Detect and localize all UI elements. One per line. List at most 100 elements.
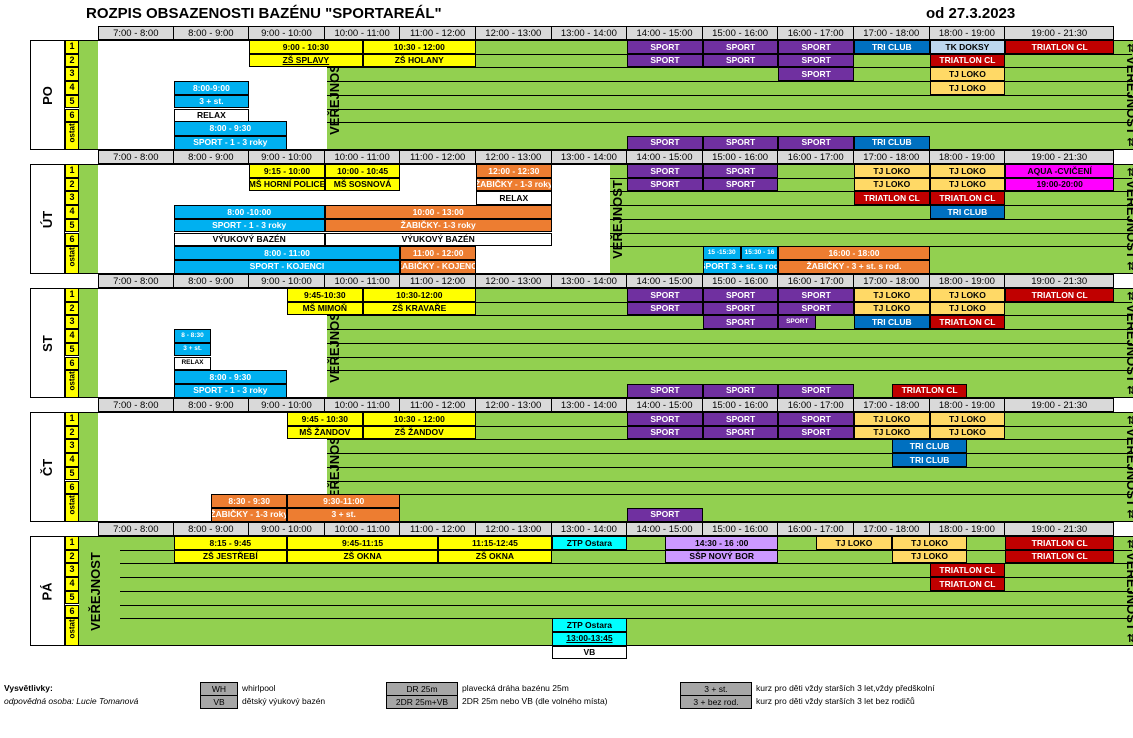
booking-block[interactable]: TJ LOKO — [929, 67, 1006, 82]
booking-block[interactable]: 11:15-12:45 — [438, 536, 552, 550]
booking-block[interactable]: SPORT — [627, 164, 703, 178]
booking-block[interactable]: SPORT - 1 - 3 roky — [173, 218, 325, 233]
booking-block[interactable]: 8:00-9:00 — [173, 81, 250, 95]
booking-block[interactable]: TJ LOKO — [854, 164, 930, 178]
booking-block[interactable]: TJ LOKO — [929, 81, 1006, 95]
booking-block[interactable]: SPORT — [778, 135, 854, 150]
booking-block[interactable]: SPORT — [778, 288, 854, 302]
booking-block[interactable]: SPORT — [627, 135, 703, 150]
booking-block[interactable]: SPORT — [627, 425, 703, 440]
booking-block[interactable]: 8:00 - 9:30 — [173, 120, 287, 136]
booking-block[interactable]: TJ LOKO — [929, 288, 1006, 302]
booking-block[interactable]: TRIATLON CL — [929, 577, 1006, 591]
booking-block[interactable]: 9:00 - 10:30 — [249, 40, 363, 54]
booking-block[interactable]: 8:30 - 9:30 — [211, 494, 287, 508]
booking-block[interactable]: 3 + st. — [173, 94, 250, 109]
booking-block[interactable]: TJ LOKO — [929, 301, 1006, 316]
booking-block[interactable]: SPORT — [627, 412, 703, 426]
booking-block[interactable]: ZŠ HOLANY — [362, 53, 476, 68]
booking-block[interactable]: SPORT — [702, 412, 779, 426]
booking-block[interactable]: TRIATLON CL — [929, 563, 1006, 578]
booking-block[interactable]: TK DOKSY — [929, 40, 1006, 54]
booking-block[interactable]: TJ LOKO — [929, 425, 1006, 440]
booking-block[interactable]: TRI CLUB — [854, 315, 930, 330]
booking-block[interactable]: 3 + st. — [173, 342, 212, 357]
booking-block[interactable]: SPORT — [702, 164, 779, 178]
booking-block[interactable]: SPORT — [627, 383, 703, 398]
booking-block[interactable]: 8:00 - 9:30 — [173, 370, 287, 384]
booking-block[interactable]: TRIATLON CL — [929, 315, 1006, 330]
booking-block[interactable]: MŠ ŽANDOV — [287, 425, 363, 440]
booking-block[interactable]: TRI CLUB — [929, 205, 1006, 219]
booking-block[interactable]: 9:15 - 10:00 — [249, 164, 325, 178]
booking-block[interactable]: 15 -15:30 — [702, 246, 741, 260]
booking-block[interactable]: SPORT - 1 - 3 roky — [173, 135, 287, 150]
booking-block[interactable]: 15:30 - 16 — [740, 246, 779, 260]
booking-block[interactable]: 10:00 - 10:45 — [324, 164, 401, 178]
booking-block[interactable]: SPORT — [627, 40, 703, 54]
booking-block[interactable]: ZŠ OKNA — [438, 549, 552, 564]
booking-block[interactable]: TRI CLUB — [854, 135, 930, 150]
booking-block[interactable]: MŠ HORNÍ POLICE — [249, 177, 325, 192]
booking-block[interactable]: TRIATLON CL — [929, 53, 1006, 68]
booking-block[interactable]: SPORT — [702, 383, 779, 398]
booking-block[interactable]: SPORT — [778, 53, 854, 68]
booking-block[interactable]: TJ LOKO — [929, 164, 1006, 178]
booking-block[interactable]: 19:00-20:00 — [1005, 177, 1115, 192]
booking-block[interactable]: TRIATLON CL — [891, 383, 968, 398]
booking-block[interactable]: TJ LOKO — [854, 425, 930, 440]
booking-block[interactable]: SPORT — [778, 301, 854, 316]
booking-block[interactable]: TJ LOKO — [854, 177, 930, 192]
booking-block[interactable]: TJ LOKO — [816, 536, 892, 550]
booking-block[interactable]: ŽABIČKY - 1-3 roky — [211, 507, 287, 522]
booking-block[interactable]: SPORT — [778, 67, 854, 82]
booking-block[interactable]: SPORT — [702, 40, 779, 54]
booking-block[interactable]: SPORT — [778, 412, 854, 426]
booking-block[interactable]: TJ LOKO — [854, 412, 930, 426]
booking-block[interactable]: 9:30-11:00 — [287, 494, 401, 508]
booking-block[interactable]: TRI CLUB — [891, 439, 968, 454]
booking-block[interactable]: SŠP NOVÝ BOR — [665, 549, 779, 564]
booking-block[interactable]: MŠ SOSNOVÁ — [324, 177, 401, 192]
booking-block[interactable]: TJ LOKO — [891, 549, 968, 564]
booking-block[interactable]: TRI CLUB — [854, 40, 930, 54]
booking-block[interactable]: TRI CLUB — [891, 453, 968, 467]
booking-block[interactable]: ZŠ ŽANDOV — [362, 425, 476, 440]
booking-block[interactable]: 12:00 - 12:30 — [476, 164, 552, 178]
booking-block[interactable]: TRIATLON CL — [1005, 40, 1115, 54]
booking-block[interactable]: 8 - 8:30 — [173, 329, 212, 343]
booking-block[interactable]: TJ LOKO — [854, 301, 930, 316]
booking-block[interactable]: VÝUKOVÝ BAZÉN — [324, 232, 552, 247]
booking-block[interactable]: TRIATLON CL — [1005, 549, 1115, 564]
booking-block[interactable]: SPORT — [778, 40, 854, 54]
booking-block[interactable]: ZŠ SPLAVY — [249, 53, 363, 68]
booking-block[interactable]: ŽABIČKY- 1-3 roky — [324, 218, 552, 233]
booking-block[interactable]: 10:30 - 12:00 — [362, 40, 476, 54]
booking-block[interactable]: SPORT — [778, 425, 854, 440]
booking-block[interactable]: 10:30-12:00 — [362, 288, 476, 302]
booking-block[interactable]: SPORT — [702, 315, 779, 330]
booking-block[interactable]: SPORT — [778, 315, 817, 330]
booking-block[interactable]: ŽABIČKY - 1-3 roky — [476, 177, 552, 192]
booking-block[interactable]: MŠ MIMOŇ — [287, 301, 363, 316]
booking-block[interactable]: 10:30 - 12:00 — [362, 412, 476, 426]
booking-block[interactable]: TJ LOKO — [929, 412, 1006, 426]
booking-block[interactable]: 11:00 - 12:00 — [400, 246, 476, 260]
booking-block[interactable]: TJ LOKO — [891, 536, 968, 550]
booking-block[interactable]: 3 + st. — [287, 507, 401, 522]
booking-block[interactable]: TRIATLON CL — [854, 191, 930, 206]
booking-block[interactable]: 9:45-11:15 — [287, 536, 439, 550]
booking-block[interactable]: RELAX — [173, 356, 212, 371]
booking-block[interactable]: SPORT — [627, 301, 703, 316]
booking-block[interactable]: SPORT - 1 - 3 roky — [173, 383, 287, 398]
booking-block[interactable]: RELAX — [476, 191, 552, 206]
booking-block[interactable]: ZŠ JESTŘEBÍ — [173, 549, 287, 564]
booking-block[interactable]: SPORT — [627, 288, 703, 302]
booking-block[interactable]: ZTP Ostara — [551, 618, 628, 632]
booking-block[interactable]: TRIATLON CL — [929, 191, 1006, 206]
booking-block[interactable]: TJ LOKO — [854, 288, 930, 302]
booking-block[interactable]: TRIATLON CL — [1005, 288, 1115, 302]
booking-block[interactable]: SPORT — [702, 288, 779, 302]
booking-block[interactable]: SPORT — [627, 53, 703, 68]
booking-block[interactable]: SPORT — [627, 507, 703, 522]
